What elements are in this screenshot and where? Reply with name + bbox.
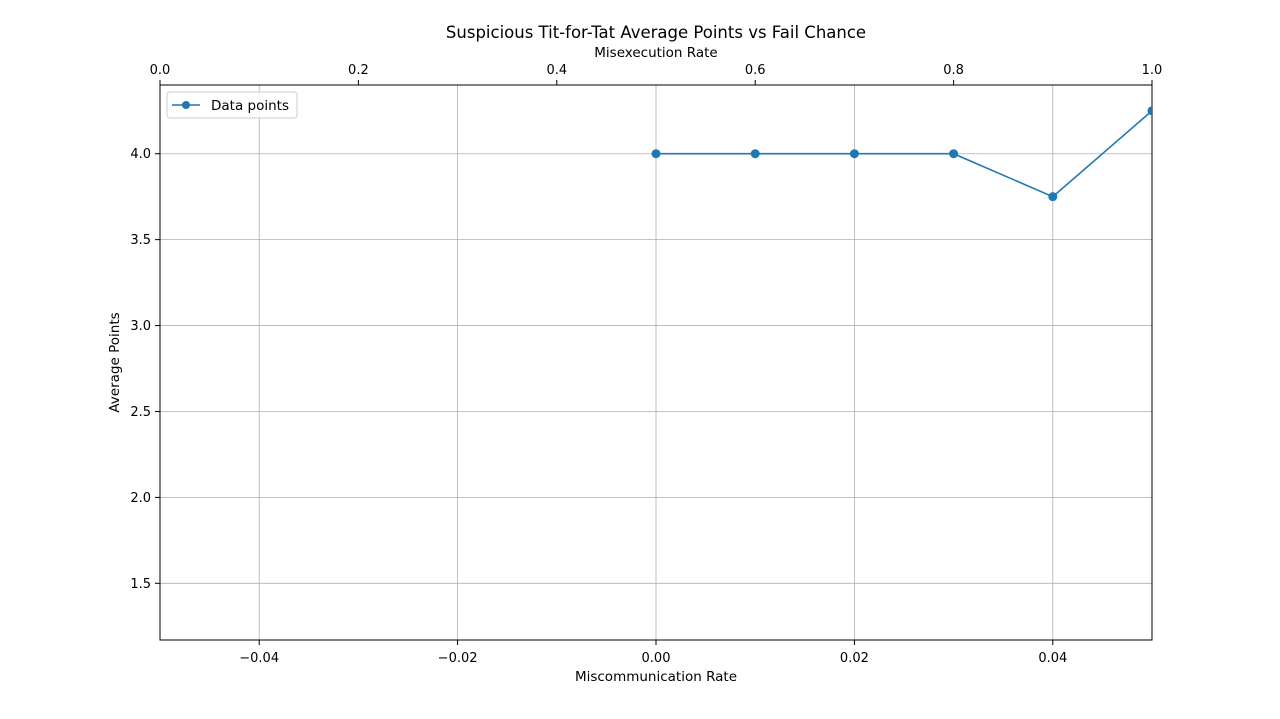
legend: Data points (166, 91, 298, 119)
legend-box (166, 91, 298, 119)
x-tick-label: 0.00 (642, 651, 671, 666)
x-tick-label: −0.04 (239, 651, 279, 666)
grid (160, 85, 1152, 640)
data-point (750, 149, 760, 159)
data-point (651, 149, 661, 159)
data-point (949, 149, 959, 159)
top-x-tick-label: 0.8 (943, 63, 964, 78)
y-tick-label: 3.0 (130, 319, 151, 334)
x-axis-label: Miscommunication Rate (575, 669, 737, 685)
series-line (656, 110, 1152, 198)
top-x-tick-label: 0.0 (150, 63, 171, 78)
data-point (1048, 192, 1058, 202)
top-x-tick-label: 0.2 (348, 63, 369, 78)
legend-entry-label: Data points (211, 98, 289, 114)
y-tick-label: 2.5 (130, 405, 151, 420)
top-x-tick-label: 0.6 (745, 63, 766, 78)
top-x-axis-label: Misexecution Rate (594, 45, 717, 61)
y-tick-label: 4.0 (130, 147, 151, 162)
data-point (849, 149, 859, 159)
data-point (1147, 106, 1152, 116)
top-x-tick-label: 1.0 (1142, 63, 1163, 78)
x-tick-label: 0.04 (1038, 651, 1067, 666)
legend-marker (182, 101, 190, 109)
y-axis-label: Average Points (107, 312, 123, 412)
x-tick-label: −0.02 (438, 651, 478, 666)
y-tick-label: 2.0 (130, 491, 151, 506)
y-tick-label: 1.5 (130, 577, 151, 592)
axes: −0.04 −0.02 0.00 0.02 0.04 0.0 0.2 0.4 0.6 0.8 1.0… (130, 63, 1162, 666)
series-layer (651, 106, 1152, 202)
chart-title: Suspicious Tit-for-Tat Average Points vs… (446, 23, 866, 42)
top-x-tick-label: 0.4 (546, 63, 567, 78)
x-tick-label: 0.02 (840, 651, 869, 666)
y-tick-label: 3.5 (130, 233, 151, 248)
